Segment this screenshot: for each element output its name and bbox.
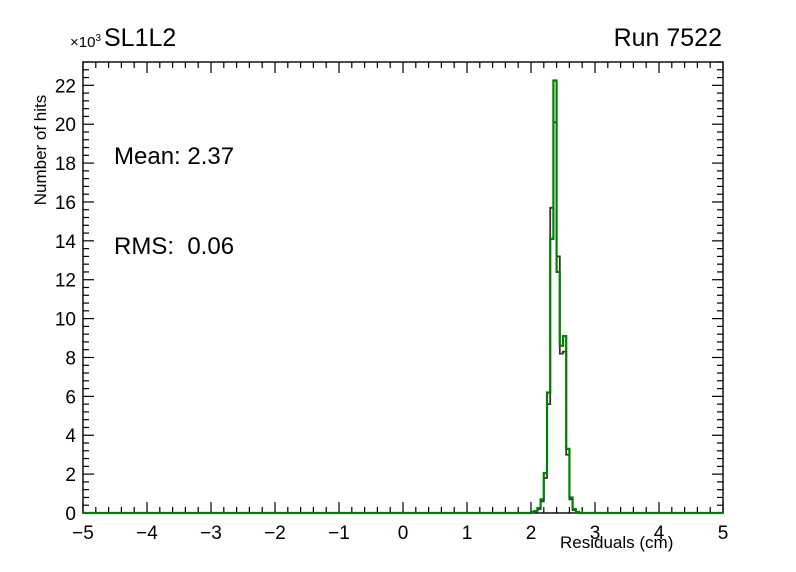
- x-axis-title: Residuals (cm): [560, 533, 674, 552]
- svg-text:0: 0: [398, 523, 409, 544]
- svg-text:18: 18: [55, 154, 76, 175]
- stat-rms: RMS: 0.06: [114, 233, 235, 260]
- svg-text:1: 1: [462, 523, 473, 544]
- svg-text:22: 22: [55, 76, 76, 97]
- statistics-box: Mean: 2.37 RMS: 0.06: [114, 82, 234, 322]
- axis-ticks: [82, 61, 724, 514]
- svg-text:3: 3: [590, 523, 601, 544]
- svg-text:4: 4: [65, 426, 76, 447]
- stat-mean: Mean: 2.37: [114, 143, 235, 170]
- svg-text:5: 5: [718, 523, 729, 544]
- svg-text:8: 8: [65, 348, 76, 369]
- svg-text:12: 12: [55, 271, 76, 292]
- svg-text:−1: −1: [328, 523, 350, 544]
- svg-text:−5: −5: [72, 523, 94, 544]
- svg-text:6: 6: [65, 387, 76, 408]
- y-axis-exponent: ×103: [70, 33, 102, 51]
- svg-text:16: 16: [55, 193, 76, 214]
- svg-text:2: 2: [526, 523, 537, 544]
- run-label: Run 7522: [613, 24, 722, 52]
- svg-text:0: 0: [65, 504, 76, 525]
- svg-text:−4: −4: [136, 523, 158, 544]
- svg-text:4: 4: [654, 523, 665, 544]
- svg-text:10: 10: [55, 310, 76, 331]
- svg-text:−3: −3: [200, 523, 222, 544]
- svg-text:−2: −2: [264, 523, 286, 544]
- data-series: [83, 79, 723, 515]
- svg-text:20: 20: [55, 115, 76, 136]
- plot-title: SL1L2: [104, 24, 177, 52]
- y-axis-title: Number of hits: [31, 94, 50, 206]
- svg-text:2: 2: [65, 465, 76, 486]
- svg-text:14: 14: [55, 232, 77, 253]
